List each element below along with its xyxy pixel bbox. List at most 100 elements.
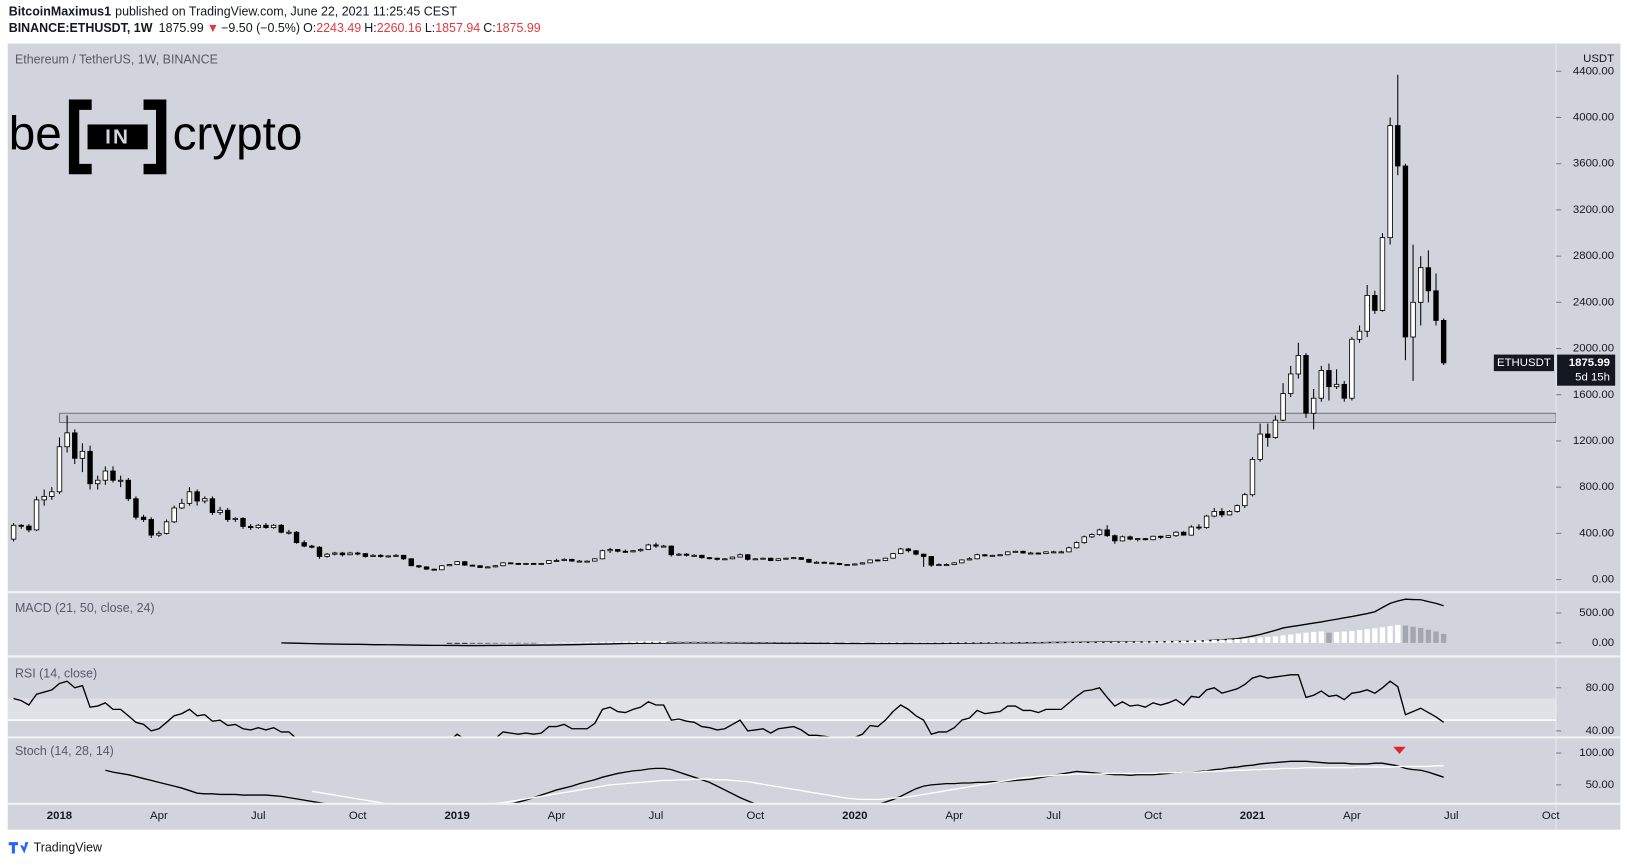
histogram-bar bbox=[469, 642, 476, 644]
candle-body bbox=[1058, 551, 1064, 554]
candle-body bbox=[408, 558, 414, 567]
candle-body bbox=[1242, 494, 1248, 507]
candle-body bbox=[928, 556, 934, 566]
histogram-bar bbox=[615, 641, 621, 643]
change-arrow: ▼ bbox=[207, 21, 219, 35]
x-tick-label: Apr bbox=[945, 810, 963, 822]
histogram-bar bbox=[1043, 642, 1049, 643]
tag-symbol: ETHUSDT bbox=[1497, 357, 1551, 369]
bracket bbox=[143, 99, 167, 175]
histogram-bar bbox=[653, 641, 659, 643]
histogram-bar bbox=[982, 642, 988, 644]
candle-body bbox=[49, 491, 55, 497]
candle-body bbox=[737, 554, 743, 558]
candle-body bbox=[1272, 419, 1279, 438]
candle-body bbox=[699, 554, 705, 559]
histogram-bar bbox=[637, 641, 644, 643]
histogram-bar bbox=[760, 641, 766, 643]
price-tag: ETHUSDT 1875.99 5d 15h bbox=[1493, 354, 1616, 386]
candle-body bbox=[355, 552, 361, 555]
candle-body bbox=[729, 556, 736, 560]
candle-body bbox=[1379, 237, 1386, 311]
candle-body bbox=[370, 554, 376, 557]
candle-body bbox=[668, 545, 674, 556]
histogram-bar bbox=[1372, 628, 1378, 643]
indicator-line bbox=[13, 674, 1445, 737]
candle-body bbox=[676, 553, 682, 556]
candle-body bbox=[1050, 551, 1057, 554]
candle-body bbox=[905, 548, 912, 552]
candle-body bbox=[462, 561, 468, 566]
candle-body bbox=[844, 564, 850, 567]
candle-body bbox=[966, 558, 973, 561]
candle-body bbox=[1326, 370, 1332, 388]
histogram-bar bbox=[1020, 642, 1026, 643]
histogram-bar bbox=[1012, 642, 1019, 643]
histogram-bar bbox=[1096, 642, 1103, 643]
candle-body bbox=[943, 564, 950, 567]
y-tick-label: 2800.00 bbox=[1573, 250, 1614, 262]
histogram-bar bbox=[1028, 642, 1034, 643]
histogram-bar bbox=[1142, 641, 1149, 643]
y-tick-label: 4400.00 bbox=[1573, 65, 1614, 77]
candle-body bbox=[592, 558, 598, 562]
candle-body bbox=[1219, 511, 1225, 516]
candle-body bbox=[706, 557, 713, 560]
candle-body bbox=[1127, 536, 1133, 540]
x-tick-label: Oct bbox=[1144, 810, 1163, 822]
histogram-bar bbox=[745, 641, 751, 643]
rsi-band bbox=[7, 698, 1557, 721]
candle-body bbox=[507, 562, 514, 565]
histogram-bar bbox=[569, 642, 575, 643]
histogram-bar bbox=[668, 641, 674, 643]
histogram-bar bbox=[630, 641, 636, 643]
histogram-bar bbox=[1265, 636, 1271, 643]
candle-body bbox=[637, 549, 644, 552]
candle-body bbox=[316, 546, 323, 557]
candle-body bbox=[1043, 551, 1049, 555]
y-tick-label: 0.00 bbox=[1592, 637, 1614, 649]
y-tick-label: 100.00 bbox=[1579, 747, 1614, 759]
candle-body bbox=[324, 553, 330, 557]
candle-body bbox=[477, 565, 483, 568]
candle-body bbox=[821, 561, 827, 564]
tag-box bbox=[1557, 354, 1616, 386]
histogram-bar bbox=[622, 641, 629, 643]
x-tick-label: Jul bbox=[649, 810, 664, 822]
histogram-bar bbox=[1150, 641, 1156, 643]
x-tick-label: Apr bbox=[150, 810, 168, 822]
candle-body bbox=[1387, 125, 1393, 239]
y-axis-label: USDT bbox=[1583, 53, 1614, 65]
histogram-bar bbox=[974, 642, 980, 644]
histogram-bar bbox=[737, 641, 743, 643]
candle-body bbox=[301, 542, 307, 547]
candle-body bbox=[936, 564, 942, 567]
candle-body bbox=[974, 554, 980, 560]
candle-body bbox=[179, 502, 185, 509]
candle-body bbox=[431, 568, 437, 571]
histogram-bar bbox=[859, 642, 866, 643]
candle-body bbox=[1364, 294, 1370, 332]
candle-body bbox=[26, 525, 32, 531]
candle-body bbox=[1188, 526, 1194, 536]
histogram-bar bbox=[546, 642, 552, 644]
candle-body bbox=[760, 557, 766, 560]
histogram-bar bbox=[1089, 642, 1095, 643]
histogram-bar bbox=[561, 642, 567, 643]
candle-body bbox=[875, 559, 881, 562]
candle-body bbox=[1303, 355, 1309, 414]
histogram-bar bbox=[454, 642, 460, 644]
footer-logo bbox=[8, 842, 29, 854]
histogram-bar bbox=[1326, 632, 1332, 643]
candle-body bbox=[1112, 535, 1118, 542]
candle-body bbox=[79, 450, 86, 459]
histogram-bar bbox=[936, 642, 942, 644]
histogram-bar bbox=[1402, 625, 1409, 643]
histogram-bar bbox=[1135, 641, 1141, 643]
candle-body bbox=[1372, 294, 1378, 311]
candle-body bbox=[1104, 529, 1110, 537]
watermark-text: be bbox=[9, 107, 62, 160]
x-tick-label: Oct bbox=[349, 810, 368, 822]
chart-panel bbox=[7, 43, 1621, 830]
